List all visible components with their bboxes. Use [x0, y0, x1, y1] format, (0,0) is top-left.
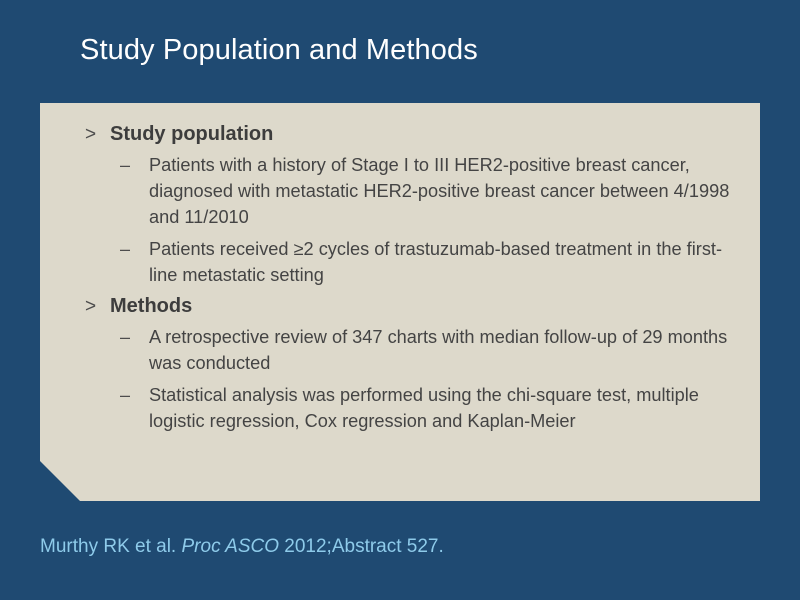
bullet-list: > Study population – Patients with a his…: [85, 123, 740, 441]
sub-bullet-text: Patients with a history of Stage I to II…: [149, 155, 730, 227]
section-heading: Methods: [110, 295, 193, 317]
dash-icon: –: [120, 385, 131, 405]
sub-bullet-text: Patients received ≥2 cycles of trastuzum…: [149, 239, 723, 285]
sub-bullet-text: A retrospective review of 347 charts wit…: [149, 327, 728, 373]
content-panel: > Study population – Patients with a his…: [40, 103, 760, 501]
sub-bullet: – Patients received ≥2 cycles of trastuz…: [120, 236, 740, 288]
section-heading: Study population: [110, 123, 274, 145]
sub-bullet-text: Statistical analysis was performed using…: [149, 385, 699, 431]
chevron-right-icon: >: [85, 124, 97, 145]
sub-bullet: – A retrospective review of 347 charts w…: [120, 324, 740, 376]
citation: Murthy RK et al. Proc ASCO 2012;Abstract…: [40, 536, 444, 558]
citation-authors: Murthy RK et al.: [40, 536, 182, 557]
citation-details: 2012;Abstract 527.: [279, 536, 444, 557]
sub-bullet: – Patients with a history of Stage I to …: [120, 152, 740, 230]
dash-icon: –: [120, 239, 131, 259]
chevron-right-icon: >: [85, 296, 97, 317]
sub-bullet: – Statistical analysis was performed usi…: [120, 382, 740, 434]
sub-list: – A retrospective review of 347 charts w…: [120, 324, 740, 434]
dash-icon: –: [120, 155, 131, 175]
bullet-study-population: > Study population: [85, 123, 740, 146]
section-methods: > Methods – A retrospective review of 34…: [85, 295, 740, 434]
citation-journal: Proc ASCO: [181, 536, 280, 557]
sub-list: – Patients with a history of Stage I to …: [120, 152, 740, 288]
slide-title: Study Population and Methods: [80, 34, 478, 66]
bullet-methods: > Methods: [85, 295, 740, 318]
dash-icon: –: [120, 327, 131, 347]
section-study-population: > Study population – Patients with a his…: [85, 123, 740, 288]
